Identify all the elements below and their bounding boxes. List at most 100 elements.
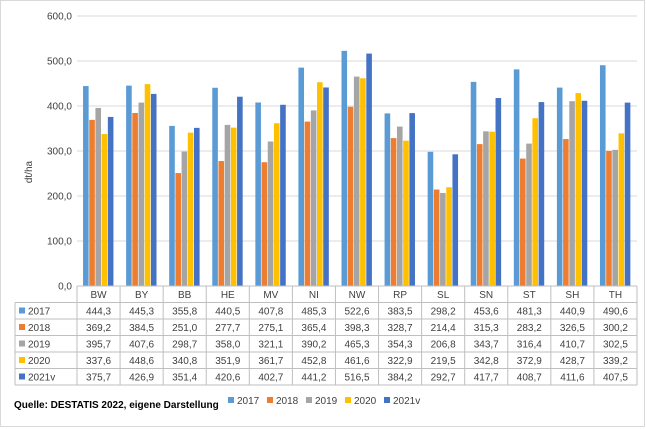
bar-2018-SH [563,139,569,286]
table-cell-value: 275,1 [258,323,283,334]
bar-2019-HE [224,124,231,287]
table-cell-value: 298,2 [431,307,456,318]
legend-label: 2018 [276,396,299,407]
legend-label: 2021v [393,396,420,407]
table-cell-value: 340,8 [172,356,197,367]
legend-label: 2017 [237,396,260,407]
bar-2017-MV [255,102,261,287]
table-cell-value: 321,1 [258,340,283,351]
bar-2020-SN [489,131,495,286]
bar-2019-BW [95,107,102,286]
table-cell-value: 354,3 [388,340,413,351]
table-cell-value: 490,6 [603,307,628,318]
bar-2021v-SH [581,100,588,286]
legend-label: 2019 [315,396,338,407]
y-axis-title: dt/ha [24,160,35,183]
table-cell-value: 417,7 [474,373,499,384]
table-series-name: 2019 [28,340,51,351]
bar-2018-MV [261,162,268,286]
bar-2020-SH [575,93,582,287]
table-cell-value: 351,4 [172,373,197,384]
y-tick-label: 600,0 [47,12,72,23]
x-tick-label: HE [221,290,235,301]
table-cell-value: 516,5 [344,373,369,384]
table-cell-value: 390,2 [301,340,326,351]
table-cell-value: 337,6 [86,356,111,367]
table-cell-value: 361,7 [258,356,283,367]
y-tick-label: 200,0 [47,192,72,203]
table-cell-value: 339,2 [603,356,628,367]
bar-2021v-ST [538,102,545,287]
table-cell-value: 315,3 [474,323,499,334]
bar-2020-HE [230,127,237,287]
table-series-key [19,340,25,347]
bar-2017-ST [513,69,520,286]
bar-2021v-SL [452,154,459,286]
table-cell-value: 383,5 [388,307,413,318]
table-cell-value: 402,7 [258,373,283,384]
table-cell-value: 407,8 [258,307,283,318]
table-cell-value: 411,6 [560,373,585,384]
legend-key-2020 [345,397,351,403]
table-series-key [19,324,25,330]
bar-2017-TH [599,65,606,286]
table-cell-value: 445,3 [129,307,154,318]
bar-2017-SH [556,87,563,286]
table-cell-value: 407,6 [129,340,154,351]
table-cell-value: 410,7 [560,340,585,351]
bar-2018-TH [606,150,612,286]
x-tick-label: MV [263,290,278,301]
bar-2017-HE [212,87,218,287]
table-cell-value: 283,2 [517,323,542,334]
x-tick-label: NW [349,290,366,301]
bar-2021v-BB [193,127,200,287]
table-cell-value: 316,4 [517,340,542,351]
table-cell-value: 440,9 [560,307,585,318]
table-cell-value: 214,4 [431,323,456,334]
table-cell-value: 302,5 [603,340,628,351]
x-tick-label: BW [90,290,107,301]
bar-2019-BY [138,102,145,286]
table-cell-value: 522,6 [344,307,369,318]
bar-2017-RP [384,113,391,286]
bar-2021v-BY [150,93,157,287]
legend-key-2018 [267,397,273,403]
bar-2017-NW [341,50,348,286]
table-cell-value: 355,8 [172,307,197,318]
table-cell-value: 428,7 [560,356,585,367]
table-cell-value: 407,5 [603,373,628,384]
bar-2021v-NI [323,87,329,287]
bar-2019-SN [483,131,489,286]
table-cell-value: 408,7 [517,373,542,384]
table-cell-value: 298,7 [172,340,197,351]
table-cell-value: 251,0 [172,323,197,334]
bar-2020-BB [187,132,194,286]
bar-2020-BY [144,84,151,286]
x-tick-label: SH [565,290,579,301]
legend-key-2021v [384,397,390,403]
bar-2021v-MV [280,104,286,286]
x-tick-label: SL [437,290,450,301]
y-tick-label: 100,0 [47,237,72,248]
bar-2018-BB [175,173,181,286]
y-tick-label: 500,0 [47,57,72,68]
bars [83,50,631,287]
bar-2021v-BW [107,116,114,286]
bar-2021v-NW [366,53,372,287]
bar-2017-BW [83,86,89,286]
source-note: Quelle: DESTATIS 2022, eigene Darstellun… [14,400,219,411]
table-cell-value: 426,9 [129,373,154,384]
bar-2020-ST [532,118,539,286]
bar-2020-SL [446,187,452,286]
table-cell-value: 326,5 [560,323,585,334]
bar-2018-BW [89,119,95,286]
table-series-key [19,373,25,380]
legend: 2017 2018 2019 2020 2021v [228,396,420,407]
table-cell-value: 328,7 [388,323,413,334]
y-axis: dt/ha 0,0 100,0 200,0 300,0 400,0 500,0 600,0 [24,12,72,293]
bar-2018-BY [132,112,138,286]
bar-2019-RP [396,126,403,286]
x-tick-label: NI [309,290,319,301]
bar-2021v-SN [495,98,502,286]
bar-2021v-TH [624,102,631,286]
